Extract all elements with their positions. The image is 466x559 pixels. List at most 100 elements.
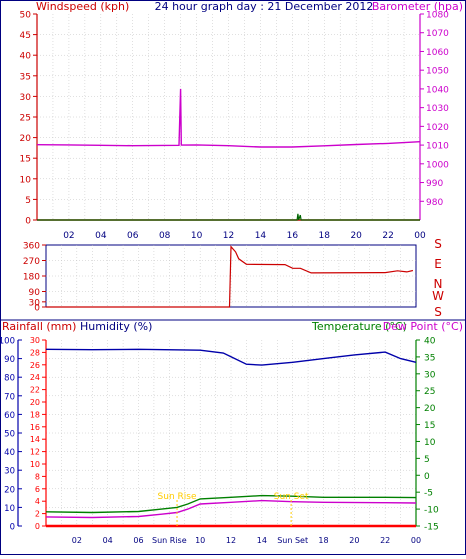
humidity-tick-label: 70: [4, 392, 15, 402]
rainfall-tick-label: 4: [35, 497, 40, 506]
temperature-tick-label: 0: [424, 472, 430, 482]
baro-tick-label: 1040: [426, 85, 449, 95]
hour-tick-label: 10: [195, 536, 205, 545]
hour-tick-label: 00: [414, 231, 426, 241]
rainfall-axis-title: Rainfall (mm): [2, 320, 76, 333]
humidity-tick-label: 0: [10, 523, 15, 533]
wind-axis-title: Windspeed (kph): [36, 0, 129, 13]
direction-tick-label: 360: [23, 242, 40, 252]
wind-tick-label: 50: [20, 11, 32, 21]
rainfall-tick-label: 20: [30, 398, 40, 407]
hour-tick-label: 02: [63, 231, 74, 241]
rainfall-tick-label: 22: [30, 386, 40, 395]
compass-label-w: W: [432, 289, 444, 303]
wind-tick-label: 0: [25, 217, 31, 227]
temperature-tick-label: -10: [424, 506, 439, 516]
humidity-tick-label: 50: [4, 430, 15, 440]
direction-tick-label: 30: [29, 298, 41, 308]
wind-baro-panel: 0510152025303540455098099010001010102010…: [20, 11, 450, 242]
wind-tick-label: 15: [20, 155, 31, 165]
temperature-axis-title: Temperature (°C): [311, 320, 407, 333]
temperature-tick-label: 15: [424, 421, 435, 431]
baro-tick-label: 1010: [426, 142, 449, 152]
hour-tick-label: 12: [223, 231, 234, 241]
baro-tick-label: 1060: [426, 48, 449, 58]
hour-tick-label: 18: [319, 231, 331, 241]
hour-tick-label: 20: [350, 231, 362, 241]
direction-tick-label: 180: [23, 273, 40, 283]
humidity-tick-label: 20: [4, 485, 15, 495]
direction-tick-label: 270: [23, 257, 40, 267]
barometer-line: [36, 88, 421, 148]
wind-tick-label: 5: [25, 196, 31, 206]
rainfall-tick-label: 6: [35, 485, 40, 494]
dewpoint-axis-title: Dew Point (°C): [383, 320, 463, 333]
humidity-line: [45, 348, 417, 366]
rainfall-tick-label: 12: [30, 448, 40, 457]
humidity-tick-label: 10: [4, 504, 15, 514]
hour-tick-label: 20: [349, 536, 359, 545]
rainfall-tick-label: 14: [30, 435, 40, 444]
temperature-tick-label: 40: [424, 337, 436, 347]
rain-humidity-temp-panel: 0102030405060708090100024681012141618202…: [0, 336, 439, 545]
humidity-tick-label: 30: [4, 467, 15, 477]
rainfall-tick-label: 2: [35, 510, 40, 519]
humidity-tick-label: 40: [4, 448, 15, 458]
hour-tick-label: 04: [95, 231, 107, 241]
hour-tick-label: 00: [411, 536, 421, 545]
compass-label-s-bottom: S: [434, 305, 442, 319]
hour-tick-label: 06: [133, 536, 143, 545]
temperature-tick-label: 25: [424, 387, 435, 397]
rainfall-tick-label: 16: [30, 423, 40, 432]
temperature-tick-label: -5: [424, 489, 433, 499]
wind-tick-label: 10: [20, 175, 32, 185]
rainfall-tick-label: 26: [30, 361, 40, 370]
humidity-tick-label: 100: [0, 337, 15, 347]
hour-tick-label: 22: [382, 231, 393, 241]
wind-tick-label: 40: [20, 52, 32, 62]
temperature-tick-label: 30: [424, 370, 436, 380]
temperature-tick-label: -15: [424, 523, 439, 533]
hour-tick-label: 04: [103, 536, 113, 545]
wind-tick-label: 20: [20, 134, 32, 144]
wind-direction-line: [46, 245, 414, 308]
baro-axis-title: Barometer (hpa): [372, 0, 463, 13]
rainfall-tick-label: 28: [30, 348, 40, 357]
hour-tick-label: 16: [287, 231, 299, 241]
chart-title: 24 hour graph day : 21 December 2012: [155, 0, 374, 13]
sun-marker-label: Sun Set: [274, 492, 309, 502]
direction-tick-label: 90: [29, 288, 41, 298]
hour-tick-label: 10: [191, 231, 203, 241]
baro-tick-label: 1080: [426, 11, 449, 21]
baro-tick-label: 980: [426, 198, 443, 208]
wind-tick-label: 35: [20, 72, 31, 82]
rainfall-tick-label: 24: [30, 373, 40, 382]
temperature-tick-label: 35: [424, 353, 435, 363]
rainfall-tick-label: 18: [30, 410, 40, 419]
baro-tick-label: 1050: [426, 67, 449, 77]
baro-tick-label: 1070: [426, 29, 449, 39]
temperature-tick-label: 10: [424, 438, 436, 448]
compass-label-s-top: S: [434, 237, 442, 251]
hour-tick-label: 02: [72, 536, 82, 545]
baro-tick-label: 1020: [426, 123, 449, 133]
wind-tick-label: 45: [20, 31, 31, 41]
hour-tick-label: 14: [257, 536, 267, 545]
hour-tick-label: 12: [226, 536, 236, 545]
hour-tick-label: Sun Set: [277, 536, 308, 545]
humidity-tick-label: 60: [4, 411, 15, 421]
compass-label-e: E: [434, 257, 442, 271]
temperature-line: [45, 494, 417, 514]
temperature-tick-label: 20: [424, 404, 436, 414]
temperature-tick-label: 5: [424, 455, 430, 465]
direction-tick-label: 0: [34, 304, 40, 314]
hour-tick-label: 18: [318, 536, 328, 545]
baro-tick-label: 1030: [426, 104, 449, 114]
wind-tick-label: 30: [20, 93, 32, 103]
hour-tick-label: 22: [380, 536, 390, 545]
humidity-axis-title: Humidity (%): [80, 320, 152, 333]
rainfall-tick-label: 10: [30, 460, 40, 469]
